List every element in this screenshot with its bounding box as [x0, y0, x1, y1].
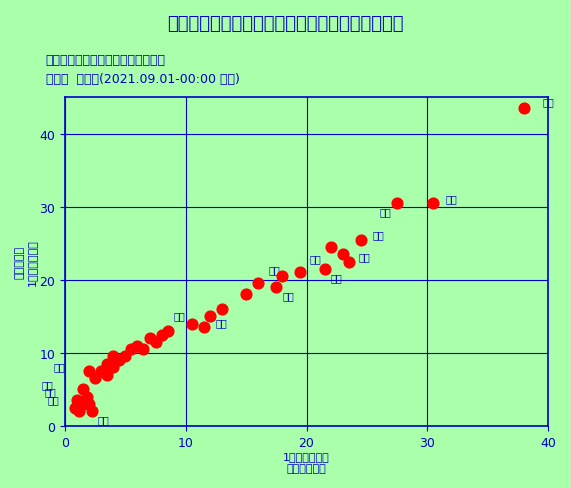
Text: 和歌: 和歌	[41, 379, 53, 389]
Text: 兵庫: 兵庫	[174, 310, 186, 320]
Point	[121, 353, 130, 361]
Text: 山梨: 山梨	[53, 361, 65, 371]
Point	[85, 367, 94, 375]
Point	[157, 331, 166, 339]
Point	[73, 397, 82, 405]
Text: 福岡: 福岡	[268, 265, 280, 275]
Text: 東京: 東京	[309, 254, 321, 264]
Point	[108, 353, 118, 361]
Point	[75, 407, 84, 415]
Point	[338, 251, 347, 259]
Point	[103, 371, 112, 379]
Point	[70, 404, 79, 412]
Point	[133, 342, 142, 350]
Point	[163, 327, 172, 335]
Point	[85, 400, 94, 408]
Point	[87, 407, 96, 415]
Text: 京都: 京都	[445, 193, 457, 203]
Text: 資料は  厚労省(2021.09.01-00:00 時点): 資料は 厚労省(2021.09.01-00:00 時点)	[46, 73, 240, 86]
Text: 徳島: 徳島	[47, 394, 59, 404]
Point	[108, 364, 118, 371]
Point	[91, 375, 100, 383]
Text: 千葉: 千葉	[331, 272, 343, 282]
Point	[320, 265, 329, 273]
Point	[344, 258, 353, 266]
Text: 都道府県別の自宅療養者数と全療養者数との関係: 都道府県別の自宅療養者数と全療養者数との関係	[167, 15, 404, 33]
Point	[127, 346, 136, 353]
Point	[254, 280, 263, 288]
Text: 二重: 二重	[359, 252, 370, 262]
Text: 大阪: 大阪	[379, 206, 391, 217]
Point	[96, 367, 106, 375]
Point	[115, 357, 124, 365]
Point	[278, 273, 287, 281]
Point	[139, 346, 148, 353]
Point	[79, 400, 88, 408]
Text: 静岡: 静岡	[216, 317, 228, 327]
Point	[392, 200, 401, 207]
Y-axis label: 全療養者数
1万人当たり人: 全療養者数 1万人当たり人	[15, 239, 37, 285]
Point	[187, 320, 196, 328]
Point	[206, 313, 215, 321]
Text: 愛知: 愛知	[373, 230, 385, 240]
Point	[296, 269, 305, 277]
Point	[145, 335, 154, 343]
Point	[199, 324, 208, 331]
Point	[356, 236, 365, 244]
Point	[272, 284, 281, 291]
Text: 神奈: 神奈	[283, 290, 294, 301]
Point	[429, 200, 438, 207]
Point	[103, 360, 112, 368]
Text: 自宅療養者には療養先調整中を含む: 自宅療養者には療養先調整中を含む	[46, 54, 166, 67]
X-axis label: 1万人当たり人
自宅療養者数: 1万人当たり人 自宅療養者数	[283, 451, 330, 473]
Point	[82, 393, 91, 401]
Text: 秋田: 秋田	[98, 414, 109, 425]
Point	[242, 291, 251, 299]
Text: 沖縄: 沖縄	[542, 97, 554, 107]
Point	[79, 386, 88, 393]
Point	[520, 105, 529, 113]
Point	[218, 305, 227, 313]
Point	[326, 244, 335, 251]
Point	[151, 338, 160, 346]
Text: 高知: 高知	[45, 386, 57, 397]
